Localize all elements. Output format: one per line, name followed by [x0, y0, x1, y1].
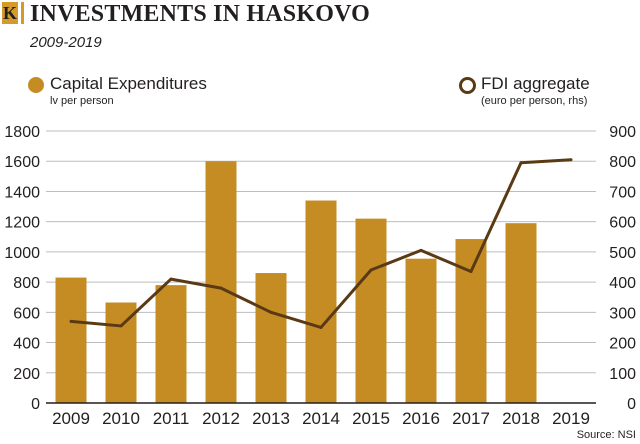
fdi-point: [169, 277, 173, 281]
y-right-tick-label: 800: [609, 154, 636, 171]
fdi-point: [419, 248, 423, 252]
x-tick-label: 2018: [502, 409, 540, 428]
bar: [205, 161, 237, 403]
fdi-point: [519, 161, 523, 165]
y-right-tick-label: 300: [609, 305, 636, 322]
x-tick-label: 2016: [402, 409, 440, 428]
logo: K: [2, 2, 18, 24]
y-right-tick-label: 100: [609, 366, 636, 383]
bar: [55, 277, 87, 403]
bar: [305, 200, 337, 403]
bar: [505, 223, 537, 403]
x-tick-label: 2009: [52, 409, 90, 428]
bar: [455, 239, 487, 403]
bar: [105, 302, 137, 403]
y-left-tick-label: 0: [31, 396, 40, 413]
chart-subtitle: 2009-2019: [30, 34, 102, 51]
chart-title: INVESTMENTS IN HASKOVO: [30, 1, 370, 27]
y-left-tick-label: 800: [13, 275, 40, 292]
x-tick-label: 2013: [252, 409, 290, 428]
legend-unit-capital-expenditures: lv per person: [50, 95, 114, 107]
bar: [355, 218, 387, 403]
fdi-point: [69, 319, 73, 323]
y-left-tick-label: 200: [13, 366, 40, 383]
x-tick-label: 2012: [202, 409, 240, 428]
fdi-point: [369, 268, 373, 272]
logo-letter: K: [2, 3, 17, 23]
legend-label-capital-expenditures: Capital Expenditures: [50, 74, 207, 93]
y-left-tick-label: 400: [13, 336, 40, 353]
y-right-tick-label: 700: [609, 184, 636, 201]
y-right-tick-label: 0: [627, 396, 636, 413]
x-tick-label: 2019: [552, 409, 590, 428]
fdi-point: [269, 310, 273, 314]
y-left-tick-label: 1400: [4, 184, 40, 201]
x-tick-label: 2014: [302, 409, 340, 428]
bar: [405, 258, 437, 403]
fdi-point: [119, 324, 123, 328]
y-right-tick-label: 200: [609, 336, 636, 353]
bar-legend-swatch: [28, 77, 44, 93]
y-left-tick-label: 1200: [4, 215, 40, 232]
y-left-tick-label: 1800: [4, 124, 40, 141]
fdi-point: [319, 325, 323, 329]
fdi-point: [469, 270, 473, 274]
x-tick-label: 2010: [102, 409, 140, 428]
y-right-tick-label: 900: [609, 124, 636, 141]
fdi-point: [219, 286, 223, 290]
chart-header: K INVESTMENTS IN HASKOVO: [0, 0, 640, 30]
logo-divider: [21, 2, 24, 24]
x-tick-label: 2011: [153, 409, 190, 428]
bar: [255, 273, 287, 403]
y-left-tick-label: 1600: [4, 154, 40, 171]
bar: [155, 285, 187, 403]
x-tick-label: 2015: [352, 409, 390, 428]
y-right-tick-label: 600: [609, 215, 636, 232]
y-right-tick-label: 400: [609, 275, 636, 292]
legend-label-fdi-aggregate: FDI aggregate: [481, 74, 590, 93]
source-note: Source: NSI: [576, 429, 636, 441]
y-left-tick-label: 600: [13, 305, 40, 322]
y-right-tick-label: 500: [609, 245, 636, 262]
legend-unit-fdi-aggregate: (euro per person, rhs): [481, 95, 588, 107]
fdi-point: [569, 158, 573, 162]
x-tick-label: 2017: [452, 409, 490, 428]
line-legend-swatch: [459, 77, 476, 94]
y-left-tick-label: 1000: [4, 245, 40, 262]
